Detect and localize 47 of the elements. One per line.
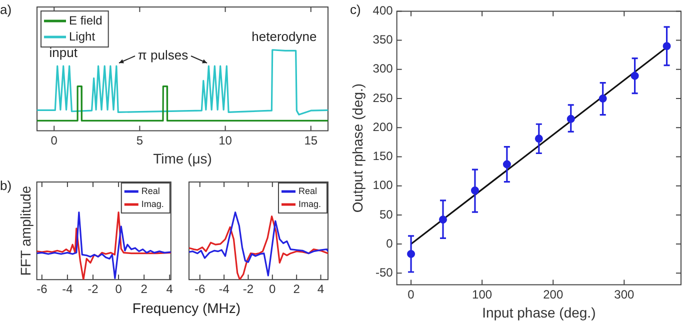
x-tick-label: 0 xyxy=(50,133,58,148)
x-tick-label: 0 xyxy=(408,287,415,302)
x-tick-label: -4 xyxy=(62,282,74,296)
legend-label: E field xyxy=(69,13,102,28)
legend-label: Real xyxy=(298,186,318,196)
legend-label: Imag. xyxy=(298,198,322,209)
y-tick-label: 350 xyxy=(372,32,394,47)
x-tick-label: 4 xyxy=(166,282,174,296)
chart-title: a) xyxy=(0,2,12,17)
annotation: π pulses xyxy=(138,48,189,63)
x-tick-label: 4 xyxy=(317,282,324,296)
x-tick-label: 0 xyxy=(115,282,122,296)
x-tick-label: 200 xyxy=(543,287,564,302)
y-tick-label: 400 xyxy=(372,4,394,18)
x-tick-label: -2 xyxy=(88,282,99,296)
x-tick-label: 2 xyxy=(140,282,148,296)
y-tick-label: 300 xyxy=(372,62,394,76)
y-tick-label: 250 xyxy=(372,90,394,105)
legend-label: Light xyxy=(69,29,96,44)
x-axis-title: Time (μs) xyxy=(153,150,212,166)
y-tick-label: 100 xyxy=(372,178,394,192)
x-tick-label: 0 xyxy=(269,282,276,296)
x-tick-label: 10 xyxy=(218,133,232,148)
x-tick-label: 15 xyxy=(304,133,318,148)
chart-title: c) xyxy=(350,2,361,17)
x-tick-label: 2 xyxy=(293,282,300,296)
x-tick-label: -6 xyxy=(194,282,206,296)
x-tick-label: -6 xyxy=(36,282,48,296)
x-tick-label: 5 xyxy=(136,133,144,148)
x-axis-title: Frequency (MHz) xyxy=(131,300,242,316)
y-tick-label: 50 xyxy=(379,207,394,222)
x-tick-label: 100 xyxy=(472,287,492,302)
y-tick-label: -50 xyxy=(375,265,394,280)
x-tick-label: 300 xyxy=(614,287,634,302)
annotation: heterodyne xyxy=(252,28,317,44)
y-axis-title: Output rphase (deg.) xyxy=(349,83,366,213)
y-tick-label: 200 xyxy=(372,120,394,134)
x-axis-title: Input phase (deg.) xyxy=(482,304,596,320)
x-tick-label: -4 xyxy=(218,282,230,296)
chart-title: b) xyxy=(0,178,12,193)
y-tick-label: 150 xyxy=(372,149,394,164)
annotation: input xyxy=(49,45,78,60)
legend-label: Real xyxy=(141,186,160,196)
y-tick-label: 0 xyxy=(386,236,394,250)
x-tick-label: -2 xyxy=(242,282,254,296)
legend-label: Imag. xyxy=(141,198,164,209)
y-axis-title: FFT amplitude xyxy=(17,186,34,276)
